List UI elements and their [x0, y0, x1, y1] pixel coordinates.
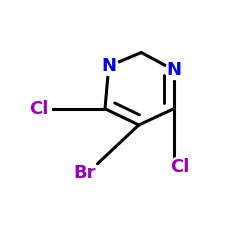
- Text: N: N: [101, 57, 116, 75]
- Text: Br: Br: [74, 164, 96, 182]
- Text: N: N: [166, 61, 181, 79]
- Text: Cl: Cl: [170, 158, 190, 176]
- Text: Cl: Cl: [29, 100, 48, 118]
